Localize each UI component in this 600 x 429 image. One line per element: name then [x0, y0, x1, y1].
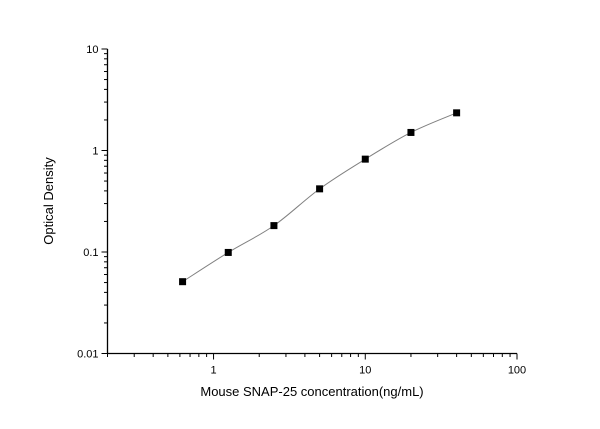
- x-tick-label: 1: [210, 365, 216, 377]
- y-tick-label: 0.01: [77, 349, 98, 361]
- fit-curve: [182, 112, 457, 283]
- data-point: [361, 155, 369, 163]
- data-point: [407, 128, 415, 136]
- axes: 1 10 100 0.01 0.1 1 10: [77, 44, 526, 377]
- data-point: [270, 222, 278, 230]
- x-tick-label: 10: [359, 365, 371, 377]
- data-point: [316, 185, 324, 193]
- data-point: [179, 278, 187, 286]
- y-tick-label: 0.1: [83, 247, 98, 259]
- y-tick-label: 10: [86, 44, 98, 56]
- data-point: [224, 248, 232, 256]
- x-tick-label: 100: [508, 365, 526, 377]
- data-points: [179, 109, 461, 286]
- y-axis-label: Optical Density: [41, 157, 56, 245]
- data-point: [453, 109, 461, 117]
- x-axis-label: Mouse SNAP-25 concentration(ng/mL): [200, 384, 423, 399]
- y-tick-label: 1: [92, 146, 98, 158]
- fit-curve-layer: [182, 112, 457, 283]
